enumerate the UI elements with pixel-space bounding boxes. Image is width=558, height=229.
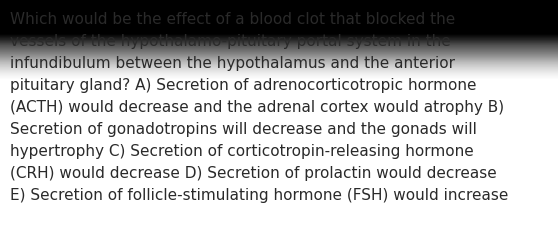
Text: (CRH) would decrease D) Secretion of prolactin would decrease: (CRH) would decrease D) Secretion of pro… [10, 165, 497, 180]
Text: Which would be the effect of a blood clot that blocked the: Which would be the effect of a blood clo… [10, 12, 455, 27]
Text: vessels of the hypothalamo-pituitary portal system in the: vessels of the hypothalamo-pituitary por… [10, 34, 451, 49]
Text: pituitary gland? A) Secretion of adrenocorticotropic hormone: pituitary gland? A) Secretion of adrenoc… [10, 78, 477, 93]
Text: E) Secretion of follicle-stimulating hormone (FSH) would increase: E) Secretion of follicle-stimulating hor… [10, 187, 508, 202]
Text: (ACTH) would decrease and the adrenal cortex would atrophy B): (ACTH) would decrease and the adrenal co… [10, 100, 504, 114]
Text: hypertrophy C) Secretion of corticotropin-releasing hormone: hypertrophy C) Secretion of corticotropi… [10, 143, 474, 158]
Text: infundibulum between the hypothalamus and the anterior: infundibulum between the hypothalamus an… [10, 56, 455, 71]
Text: Secretion of gonadotropins will decrease and the gonads will: Secretion of gonadotropins will decrease… [10, 121, 477, 136]
